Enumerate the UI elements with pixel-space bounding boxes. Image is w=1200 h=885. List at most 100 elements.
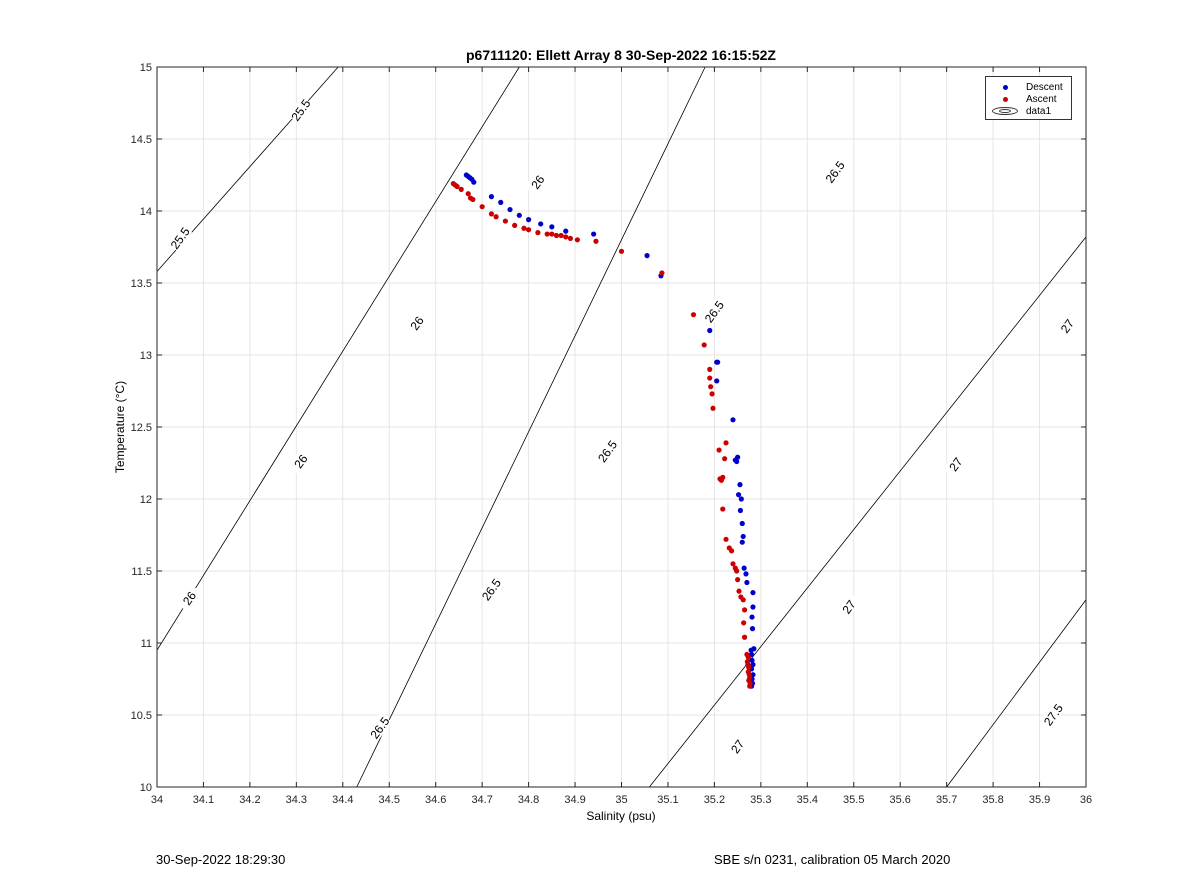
isopycnal-label-bg (821, 157, 848, 186)
ascent-point (722, 456, 728, 462)
ascent-point (745, 654, 751, 661)
y-tick-label: 10 (140, 782, 152, 794)
grid-lines (156, 66, 1087, 788)
x-tick-label: 35.1 (657, 794, 678, 806)
y-tick-label: 12.5 (131, 422, 152, 434)
ascent-point (512, 222, 518, 228)
x-tick-label: 35.2 (704, 794, 725, 806)
legend-label: Ascent (1026, 93, 1057, 105)
descent-point (538, 221, 544, 227)
isopycnal-label: 26.5 (700, 297, 727, 325)
chart-title: p6711120: Ellett Array 8 30-Sep-2022 16:… (466, 47, 776, 63)
ascent-point (454, 183, 460, 190)
ascent-point (659, 270, 665, 276)
x-tick-label: 35.5 (843, 794, 864, 806)
isopycnal-label-bg (1039, 700, 1066, 729)
ascent-point (710, 405, 716, 411)
isopycnal-label-text: 26.5 (595, 438, 620, 465)
ascent-point (535, 230, 541, 236)
isopycnal-label: 27 (1053, 311, 1080, 340)
x-tick-label: 34 (151, 794, 163, 806)
ascent-point (730, 561, 736, 567)
x-tick-label: 36 (1080, 794, 1092, 806)
isopycnal-label-text: 26.5 (479, 576, 504, 603)
ascent-point (563, 234, 569, 240)
isopycnal-label-bg (366, 713, 392, 742)
isopycnal-label: 25.5 (166, 223, 193, 252)
isopycnal-label: 27.5 (1039, 700, 1066, 729)
ascent-point (458, 186, 464, 192)
ascent-point (707, 366, 713, 372)
descent-point (563, 228, 569, 234)
isopycnal-label-bg (477, 575, 504, 603)
isopycnal-label-bg (175, 583, 202, 612)
ascent-point (558, 232, 564, 239)
isopycnal-label: 27 (724, 732, 750, 760)
descent-point (526, 217, 532, 223)
isopycnal-label-bg (403, 308, 430, 337)
y-tick-label: 14.5 (131, 134, 152, 146)
isopycnal-label-bg (1053, 311, 1080, 340)
legend-item-ascent: Ascent (990, 93, 1057, 105)
isopycnal-label: 26 (175, 583, 202, 612)
descent-point (516, 212, 522, 218)
isopycnal-label-bg (524, 167, 550, 196)
x-tick-label: 34.9 (564, 794, 585, 806)
x-tick-label: 35.8 (982, 794, 1003, 806)
x-tick-label: 34.3 (286, 794, 307, 806)
isopycnal-label-text: 26.5 (702, 298, 727, 325)
descent-point (740, 533, 746, 540)
calibration-footer: SBE s/n 0231, calibration 05 March 2020 (714, 852, 951, 867)
y-tick-label: 11 (141, 638, 152, 650)
isopycnal-label: 26.5 (821, 157, 848, 186)
ascent-point (709, 391, 715, 397)
ascent-point (521, 225, 527, 231)
y-axis-label: Temperature (°C) (113, 381, 127, 473)
isopycnal-label: 26 (524, 167, 550, 196)
descent-point (498, 199, 504, 205)
ascent-point (567, 235, 574, 241)
descent-point (739, 539, 745, 545)
descent-point (735, 492, 742, 498)
y-tick-label: 11.5 (131, 566, 152, 578)
ascent-point (707, 375, 713, 381)
isopycnal-label-bg (594, 437, 620, 465)
x-axis-label: Salinity (psu) (586, 809, 655, 823)
y-tick-label: 13.5 (131, 278, 152, 290)
isopycnal-label-bg (287, 447, 313, 475)
y-tick-label: 12 (140, 494, 152, 506)
isopycnal-label-text: 26.5 (823, 158, 848, 185)
isopycnal-label: 26 (287, 447, 313, 475)
ascent-point (488, 211, 495, 217)
ascent-point (701, 342, 707, 348)
x-tick-label: 34.6 (425, 794, 446, 806)
x-tick-label: 34.1 (193, 794, 214, 806)
descent-marker-icon (1002, 84, 1008, 90)
ascent-point (723, 536, 729, 542)
ascent-point (740, 597, 746, 603)
descent-point (749, 614, 755, 620)
x-tick-label: 35.7 (936, 794, 957, 806)
x-tick-label: 34.4 (332, 794, 353, 806)
x-tick-label: 34.5 (379, 794, 400, 806)
descent-point (741, 565, 747, 571)
descent-point (738, 496, 744, 502)
descent-point (715, 359, 721, 365)
descent-point (730, 417, 736, 423)
ascent-point (493, 214, 499, 220)
ascent-point (544, 231, 550, 237)
ascent-point (708, 384, 714, 390)
ascent-point (723, 440, 729, 446)
x-tick-label: 35.4 (797, 794, 818, 806)
ascent-point (465, 191, 471, 197)
x-tick-label: 35.3 (750, 794, 771, 806)
isopycnal-line-27-5 (946, 599, 1087, 788)
descent-point (751, 646, 757, 652)
descent-point (714, 378, 720, 384)
descent-point (750, 604, 756, 610)
x-tick-label: 34.8 (518, 794, 539, 806)
isopycnal-label-text: 25.5 (168, 225, 193, 252)
descent-point (737, 482, 743, 488)
y-axis-ticks: 10 10.5 11 11.5 12 12.5 13 13.5 14 14.5 15 (131, 62, 1086, 794)
